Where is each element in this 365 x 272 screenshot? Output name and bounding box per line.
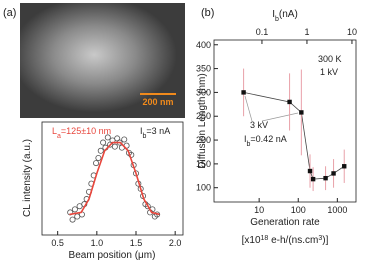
annotation: Ib=3 nA — [140, 126, 170, 140]
label-part: 18 — [261, 235, 269, 242]
x2-tick-label: 1 — [304, 27, 309, 37]
data-point — [69, 216, 76, 223]
pointer-line — [261, 112, 299, 122]
data-point — [241, 90, 246, 95]
data-point — [287, 99, 292, 105]
data-point — [144, 203, 151, 210]
annotation-part: =125±10 nm — [61, 126, 111, 136]
data-point — [71, 206, 78, 213]
top-axis-label: Ib(nA) — [272, 9, 298, 23]
data-point — [331, 171, 336, 176]
panel-label: (b) — [201, 7, 214, 19]
data-point — [93, 160, 100, 167]
data-point — [111, 143, 118, 150]
y-tick-label: 250 — [196, 111, 211, 121]
fit-line — [69, 141, 160, 216]
annotation-part: I — [244, 134, 247, 144]
label-part: (nA) — [279, 9, 298, 20]
y-tick-label: 200 — [196, 135, 211, 145]
y-tick-label: 350 — [196, 64, 211, 74]
scale-bar-label: 200 nm — [142, 97, 173, 107]
data-point — [104, 134, 111, 141]
y-axis-label: CL intensity (a.u.) — [22, 139, 33, 217]
annotation-part: L — [52, 126, 57, 136]
data-point — [323, 175, 328, 181]
x-tick-label: 1000 — [327, 205, 347, 215]
label-part: I — [272, 9, 275, 20]
y-tick-label: 150 — [196, 159, 211, 169]
x-tick-label: 1.0 — [91, 238, 104, 248]
x-axis-label: Generation rate — [250, 217, 320, 228]
label-part: 3 — [318, 235, 322, 242]
annotation-part: b — [143, 133, 147, 140]
y-tick-label: 300 — [196, 87, 211, 97]
annotation-part: =3 nA — [146, 126, 170, 136]
x-axis-label: Beam position (μm) — [69, 250, 156, 261]
label-part: )] — [322, 235, 328, 246]
plot-frame — [213, 39, 357, 203]
pointer-line — [244, 95, 253, 122]
data-point — [121, 136, 128, 143]
x-tick-label: 0.5 — [51, 238, 64, 248]
annotation-part: a — [57, 133, 61, 140]
x2-tick-label: 0.1 — [256, 27, 269, 37]
annotation-part: b — [247, 141, 251, 148]
y-axis-label: Diffusion Length (nm) — [197, 73, 208, 168]
data-point — [100, 139, 107, 146]
annotation: Ib=0.42 nA — [244, 134, 287, 148]
x-tick-label: 1.5 — [130, 238, 143, 248]
data-point — [154, 211, 161, 218]
annotation: 1 kV — [320, 67, 338, 77]
x-tick-label: 10 — [254, 205, 264, 215]
annotation: 3 kV — [250, 120, 268, 130]
plot-frame — [41, 121, 184, 236]
data-point — [310, 176, 316, 182]
annotation: 300 K — [318, 54, 342, 64]
annotation-part: =0.42 nA — [250, 134, 286, 144]
annotation: La=125±10 nm — [52, 126, 111, 140]
x-axis-label: [x1018 e-h/(ns.cm3)] — [242, 235, 329, 247]
label-part: e-h/(ns.cm — [268, 235, 318, 246]
y-tick-label: 100 — [196, 183, 211, 193]
x-tick-label: 100 — [291, 205, 306, 215]
x-tick-label: 2.0 — [169, 238, 182, 248]
x2-tick-label: 10 — [347, 27, 357, 37]
label-part: [x10 — [242, 235, 261, 246]
y-tick-label: 400 — [196, 40, 211, 50]
data-point — [342, 164, 347, 169]
label-part: b — [275, 16, 279, 23]
sem-image — [20, 3, 185, 118]
data-point — [299, 110, 304, 115]
data-point — [95, 154, 102, 161]
annotation-part: I — [140, 126, 143, 136]
data-point — [307, 168, 313, 174]
panel-label: (a) — [3, 7, 16, 19]
data-point — [97, 147, 104, 154]
